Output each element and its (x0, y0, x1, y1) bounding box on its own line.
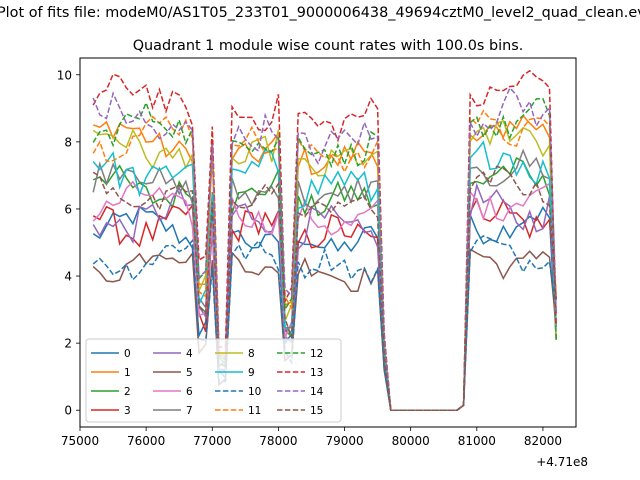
legend-label-15: 15 (310, 405, 323, 417)
legend-label-5: 5 (186, 367, 193, 379)
series-line-7 (92, 148, 557, 411)
x-tick-label: 78000 (259, 434, 297, 448)
figure-suptitle: Plot of fits file: modeM0/AS1T05_233T01_… (0, 5, 640, 21)
x-tick-label: 81000 (458, 434, 496, 448)
y-tick-label: 6 (64, 202, 72, 216)
legend-label-2: 2 (124, 386, 131, 398)
legend-label-12: 12 (310, 348, 323, 360)
legend-label-9: 9 (248, 367, 255, 379)
series-layer (92, 69, 557, 411)
chart-title: Quadrant 1 module wise count rates with … (133, 38, 524, 54)
y-tick-label: 2 (64, 337, 72, 351)
legend-frame (85, 338, 342, 423)
legend-label-4: 4 (186, 348, 193, 360)
y-tick-label: 0 (64, 404, 72, 418)
legend-label-8: 8 (248, 348, 255, 360)
x-axis: 75000 76000 77000 78000 79000 80000 81000 82000 (61, 427, 562, 448)
legend-label-13: 13 (310, 367, 323, 379)
x-offset-label: +4.71e8 (536, 455, 588, 469)
legend-label-3: 3 (124, 405, 131, 417)
legend-label-14: 14 (310, 386, 324, 398)
y-axis: 0 2 4 6 8 10 (57, 68, 80, 418)
legend-label-1: 1 (124, 367, 131, 379)
x-tick-label: 75000 (61, 434, 99, 448)
series-line-6 (92, 180, 557, 411)
series-line-11 (92, 109, 557, 411)
legend-label-11: 11 (248, 405, 261, 417)
x-tick-label: 79000 (325, 434, 363, 448)
x-tick-label: 80000 (392, 434, 430, 448)
x-tick-label: 82000 (524, 434, 562, 448)
series-line-13 (92, 69, 557, 411)
x-tick-label: 77000 (193, 434, 231, 448)
legend-label-0: 0 (124, 348, 131, 360)
series-line-15 (92, 165, 557, 411)
series-line-14 (92, 86, 557, 411)
x-tick-label: 76000 (127, 434, 165, 448)
series-line-5 (92, 248, 557, 411)
legend-label-6: 6 (186, 386, 193, 398)
legend-label-7: 7 (186, 405, 193, 417)
plot-area-frame (79, 57, 577, 428)
y-tick-label: 10 (57, 68, 72, 82)
series-line-10 (92, 235, 557, 411)
series-line-9 (92, 140, 557, 411)
y-tick-label: 8 (64, 135, 72, 149)
series-line-12 (92, 97, 557, 411)
series-line-4 (92, 182, 557, 411)
series-line-1 (92, 114, 557, 411)
y-tick-label: 4 (64, 270, 72, 284)
legend-label-10: 10 (248, 386, 261, 398)
